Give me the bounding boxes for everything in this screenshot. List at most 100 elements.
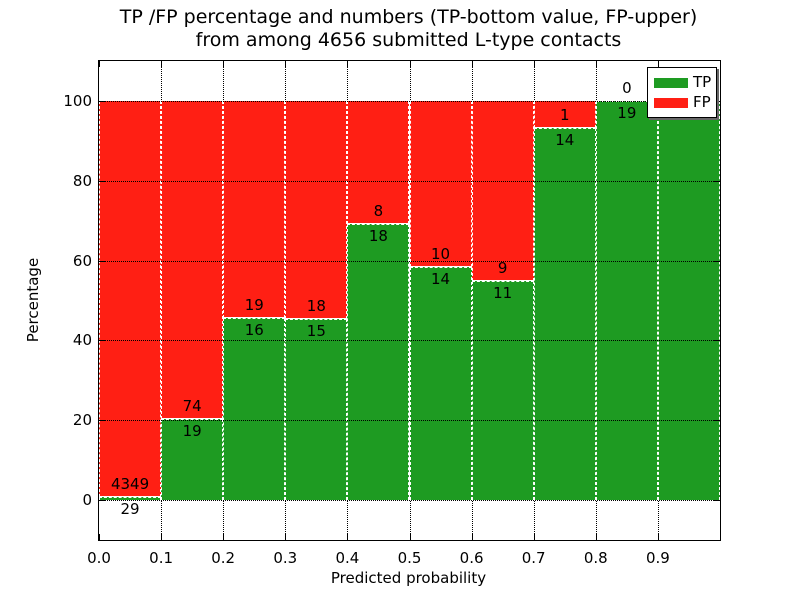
x-tick-label: 0.1 xyxy=(149,549,174,567)
bar-fp-segment xyxy=(471,100,534,281)
x-tick-bottom xyxy=(99,534,100,540)
tp-count-label: 19 xyxy=(617,103,637,122)
legend-entry-fp: FP xyxy=(654,93,711,111)
x-tick-label: 0.4 xyxy=(335,549,360,567)
fp-count-label: 9 xyxy=(497,258,508,277)
chart-title: TP /FP percentage and numbers (TP-bottom… xyxy=(98,6,719,52)
bar-tp-segment xyxy=(409,267,472,501)
fp-count-label: 18 xyxy=(306,296,326,315)
legend-swatch-tp-icon xyxy=(654,77,688,88)
bar-fp-segment xyxy=(223,100,286,318)
x-tick-bottom xyxy=(409,534,411,540)
bar-fp-segment xyxy=(161,100,224,419)
y-gridline xyxy=(99,500,720,502)
y-tick-right xyxy=(714,500,720,502)
y-tick-left xyxy=(99,100,105,102)
y-gridline xyxy=(99,340,720,342)
x-tick-top xyxy=(657,61,659,67)
tp-count-label: 19 xyxy=(182,421,202,440)
fp-count-label: 0 xyxy=(622,78,632,97)
tp-count-label: 18 xyxy=(368,226,388,245)
tp-count-label: 14 xyxy=(555,130,575,149)
tp-count-label: 11 xyxy=(493,283,513,302)
y-tick-right xyxy=(714,420,720,422)
x-tick-bottom xyxy=(223,534,225,540)
x-tick-top xyxy=(223,61,225,67)
x-tick-bottom xyxy=(161,534,163,540)
y-tick-label: 40 xyxy=(72,331,92,350)
x-tick-top xyxy=(471,61,473,67)
x-tick-top xyxy=(161,61,163,67)
y-gridline xyxy=(99,100,720,102)
bar-fp-segment xyxy=(409,100,472,268)
fp-count-label: 10 xyxy=(431,245,451,264)
legend-label-tp: TP xyxy=(693,73,712,91)
y-tick-label: 20 xyxy=(72,411,92,430)
fp-count-label: 4349 xyxy=(110,475,150,494)
x-tick-label: 0.8 xyxy=(583,549,608,567)
chart-title-line2: from among 4656 submitted L-type contact… xyxy=(195,29,622,51)
plot-area: TP FP 4349 29 74 19 19 16 18 15 8 18 10 14 9 11 1 14 0 19… xyxy=(63,60,721,567)
x-tick-bottom xyxy=(471,534,473,540)
chart-title-line1: TP /FP percentage and numbers (TP-bottom… xyxy=(119,6,698,28)
fp-count-label: 1 xyxy=(559,105,570,124)
x-tick-bottom xyxy=(595,534,597,540)
bar-fp-segment xyxy=(533,100,596,128)
x-tick-top xyxy=(347,61,349,67)
y-tick-left xyxy=(99,180,105,182)
x-tick-top xyxy=(595,61,597,67)
bar-tp-segment xyxy=(285,318,348,501)
x-tick-label: 0.3 xyxy=(273,549,298,567)
y-tick-label: 0 xyxy=(82,491,92,510)
legend-entry-tp: TP xyxy=(654,73,712,91)
x-tick-bottom xyxy=(347,534,349,540)
y-tick-label: 80 xyxy=(72,171,92,190)
y-gridline xyxy=(99,260,720,262)
legend-swatch-fp-icon xyxy=(654,97,688,108)
tp-count-label: 15 xyxy=(306,321,326,340)
bar-fp-segment xyxy=(347,100,410,224)
bar-tp-segment xyxy=(657,100,720,501)
x-tick-top xyxy=(533,61,535,67)
x-tick-bottom xyxy=(657,534,659,540)
x-tick-label: 0.5 xyxy=(397,549,422,567)
y-tick-right xyxy=(714,260,720,262)
legend-label-fp: FP xyxy=(693,93,711,111)
y-tick-left xyxy=(99,500,105,502)
x-axis-label: Predicted probability xyxy=(330,569,487,587)
tp-count-label: 14 xyxy=(431,270,451,289)
fp-count-label: 8 xyxy=(373,201,384,220)
x-tick-bottom xyxy=(533,534,535,540)
bar-fp-segment xyxy=(285,100,348,319)
y-tick-left xyxy=(99,340,105,342)
x-tick-label: 0.2 xyxy=(211,549,236,567)
x-tick-label: 0.7 xyxy=(521,549,546,567)
x-tick-top xyxy=(285,61,287,67)
x-tick-top xyxy=(409,61,411,67)
bar-tp-segment xyxy=(533,127,596,501)
x-tick-bottom xyxy=(285,534,287,540)
x-tick-top xyxy=(99,61,100,67)
x-tick-label: 0.0 xyxy=(87,549,111,567)
fp-count-label: 74 xyxy=(182,396,202,415)
y-tick-right xyxy=(714,340,720,342)
x-tick-label: 0.9 xyxy=(645,549,670,567)
legend: TP FP xyxy=(647,67,718,118)
y-tick-left xyxy=(99,420,105,422)
y-tick-label: 60 xyxy=(72,251,92,270)
y-gridline xyxy=(99,180,720,182)
fp-count-label: 19 xyxy=(244,295,264,314)
bar-tp-segment xyxy=(595,100,658,501)
y-tick-left xyxy=(99,260,105,262)
bar-tp-segment xyxy=(99,497,162,501)
y-gridline xyxy=(99,420,720,422)
tp-count-label: 16 xyxy=(244,320,264,339)
tp-count-label: 29 xyxy=(120,500,140,519)
bar-tp-segment xyxy=(223,317,286,501)
x-tick-label: 0.6 xyxy=(459,549,484,567)
bar-tp-segment xyxy=(161,418,224,501)
y-tick-label: 100 xyxy=(63,91,92,110)
bar-tp-segment xyxy=(471,280,534,501)
y-tick-right xyxy=(714,180,720,182)
